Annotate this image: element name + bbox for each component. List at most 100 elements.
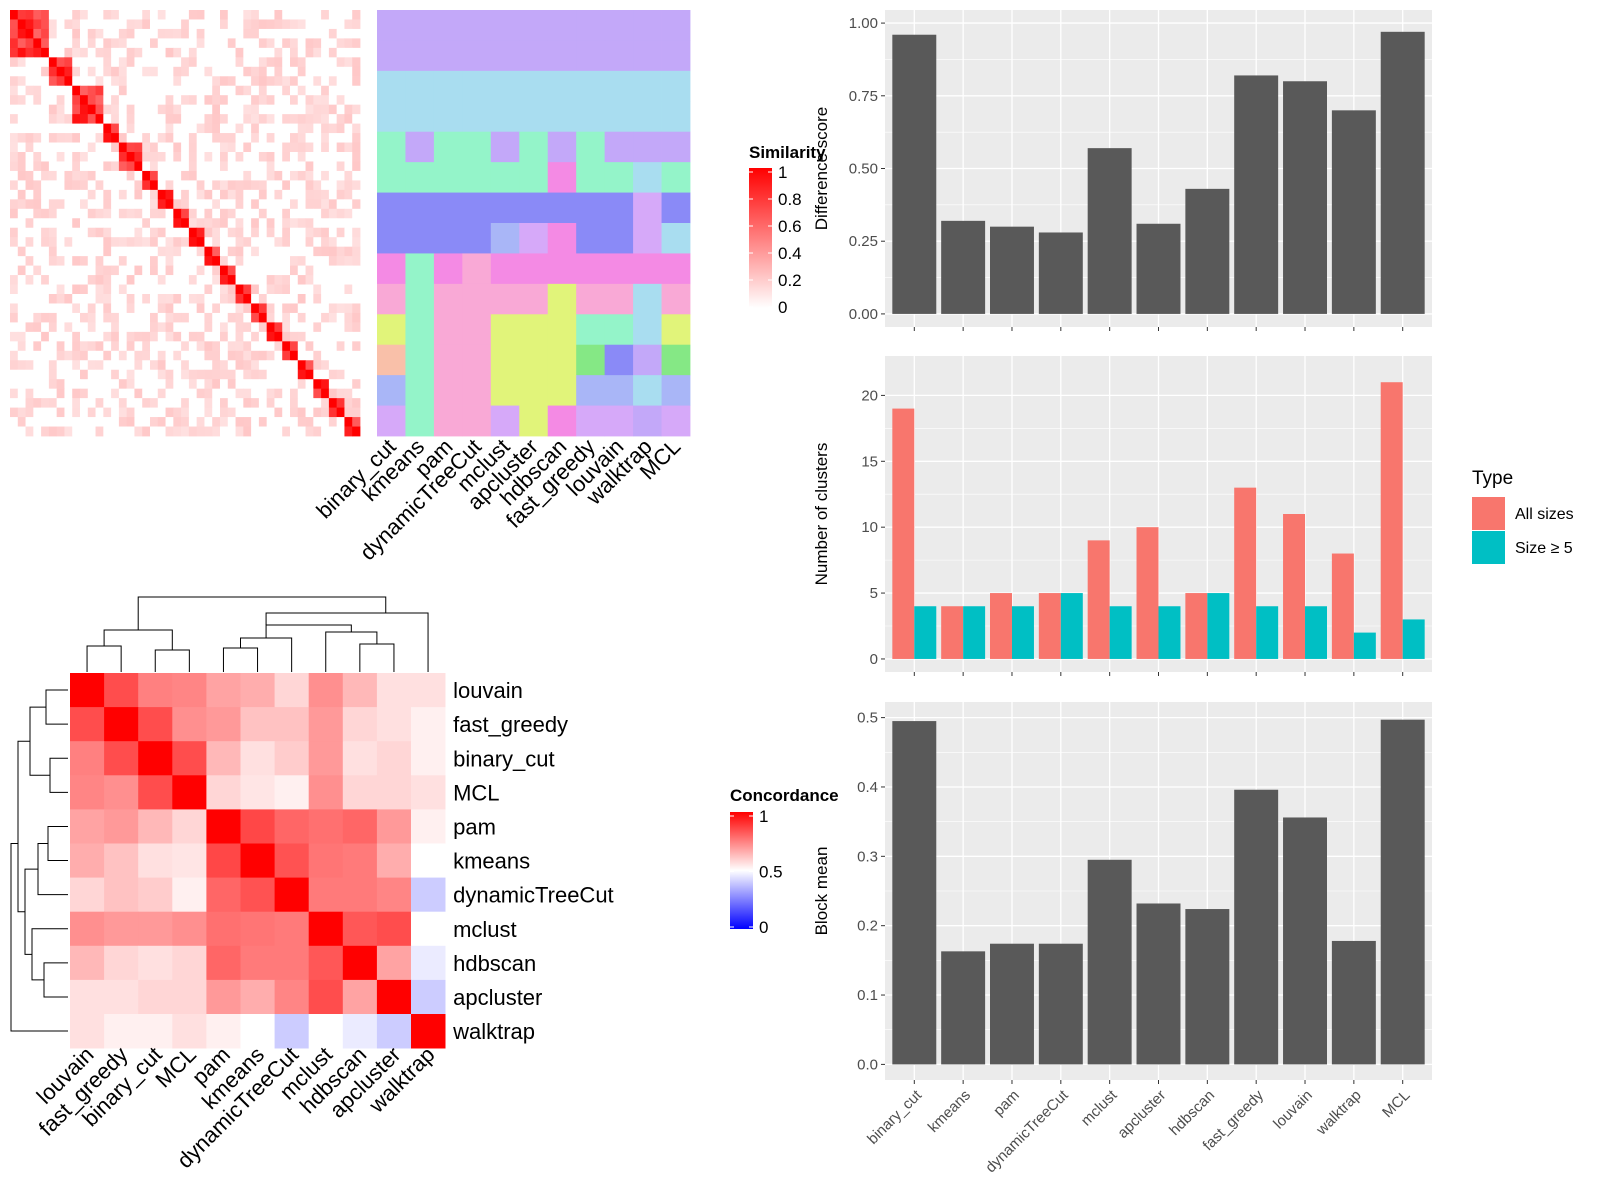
assignment-cell [490, 253, 520, 285]
similarity-cell [251, 388, 260, 399]
similarity-cell [188, 10, 198, 20]
similarity-cell [41, 284, 50, 295]
similarity-cell [150, 227, 159, 238]
concordance-cell [376, 945, 412, 981]
bar-all-sizes [1185, 593, 1208, 659]
similarity-cell [10, 38, 19, 49]
similarity-cell [150, 76, 159, 87]
similarity-cell [243, 407, 252, 418]
bar [1234, 789, 1279, 1065]
similarity-cell [305, 256, 314, 266]
similarity-cell [251, 407, 260, 418]
similarity-cell [305, 161, 314, 172]
similarity-cell [328, 246, 338, 257]
bar-size-ge5 [914, 606, 937, 659]
similarity-cell [150, 28, 159, 39]
similarity-cell [111, 152, 120, 162]
similarity-cell [150, 95, 159, 106]
similarity-cell [103, 350, 112, 361]
similarity-cell [204, 341, 213, 352]
concordance-cell [104, 945, 139, 981]
similarity-cell [118, 218, 128, 229]
type-legend-swatch-ge5 [1472, 531, 1505, 564]
similarity-cell [212, 227, 221, 238]
similarity-cell [212, 218, 221, 229]
similarity-cell [251, 10, 260, 20]
similarity-cell [56, 66, 65, 77]
similarity-cell [142, 218, 151, 229]
similarity-cell [87, 180, 96, 191]
similarity-cell [17, 57, 26, 68]
similarity-cell [220, 388, 229, 399]
similarity-cell [336, 227, 345, 238]
similarity-cell [17, 341, 26, 352]
similarity-cell [305, 104, 314, 115]
similarity-cell [243, 180, 252, 191]
similarity-cell [134, 407, 143, 418]
similarity-cell [173, 350, 182, 361]
similarity-cell [196, 95, 205, 106]
similarity-cell [204, 284, 213, 295]
y-tick-label: 20 [861, 387, 878, 404]
similarity-cell [313, 379, 322, 390]
assignment-cell [490, 10, 520, 41]
similarity-cell [188, 360, 198, 371]
similarity-cell [290, 152, 299, 162]
similarity-cell [258, 341, 268, 352]
assignment-cell [547, 253, 577, 285]
assignment-cell [604, 253, 634, 285]
similarity-cell [64, 28, 73, 39]
similarity-cell [165, 85, 174, 96]
similarity-cell [72, 199, 81, 210]
concordance-cell [240, 843, 275, 878]
assignment-cell [433, 70, 463, 102]
similarity-cell [41, 57, 50, 68]
x-tick-label: binary_cut [864, 1086, 926, 1148]
similarity-cell [111, 76, 120, 87]
similarity-cell [111, 350, 120, 361]
assignment-cell [547, 40, 577, 72]
similarity-cell [173, 57, 182, 68]
similarity-cell [290, 426, 299, 437]
similarity-cell [212, 180, 221, 191]
assignment-cell [405, 70, 435, 102]
similarity-cell [56, 161, 65, 172]
similarity-cell [313, 161, 322, 172]
similarity-cell [212, 417, 221, 427]
similarity-cell [103, 142, 112, 153]
assignment-cell [576, 223, 606, 254]
similarity-cell [142, 322, 151, 333]
concordance-cell [411, 775, 446, 810]
similarity-cell [150, 303, 159, 314]
similarity-cell [48, 246, 58, 257]
bar-all-sizes [990, 593, 1012, 659]
bar [1038, 232, 1083, 314]
similarity-cell [126, 142, 135, 153]
similarity-cell [48, 369, 58, 380]
similarity-cell [352, 388, 361, 399]
similarity-cell [344, 189, 353, 200]
similarity-cell [25, 218, 34, 229]
similarity-cell [48, 322, 58, 333]
similarity-cell [227, 369, 236, 380]
similarity-cell [328, 237, 338, 248]
similarity-cell [111, 180, 120, 191]
assignment-cell [462, 40, 492, 72]
similarity-cell [282, 227, 291, 238]
similarity-cell [328, 369, 338, 380]
similarity-cell [297, 369, 306, 380]
similarity-cell [72, 275, 81, 285]
similarity-cell [266, 104, 275, 115]
assignment-cell [462, 344, 492, 376]
similarity-cell [181, 246, 190, 257]
similarity-cell [204, 227, 213, 238]
similarity-cell [80, 76, 89, 87]
similarity-cell [266, 369, 275, 380]
similarity-cell [196, 331, 205, 342]
concordance-cell [138, 673, 173, 708]
similarity-cell [56, 369, 65, 380]
similarity-cell [227, 10, 236, 20]
similarity-cell [212, 161, 221, 172]
similarity-cell [220, 76, 229, 87]
similarity-cell [173, 161, 182, 172]
